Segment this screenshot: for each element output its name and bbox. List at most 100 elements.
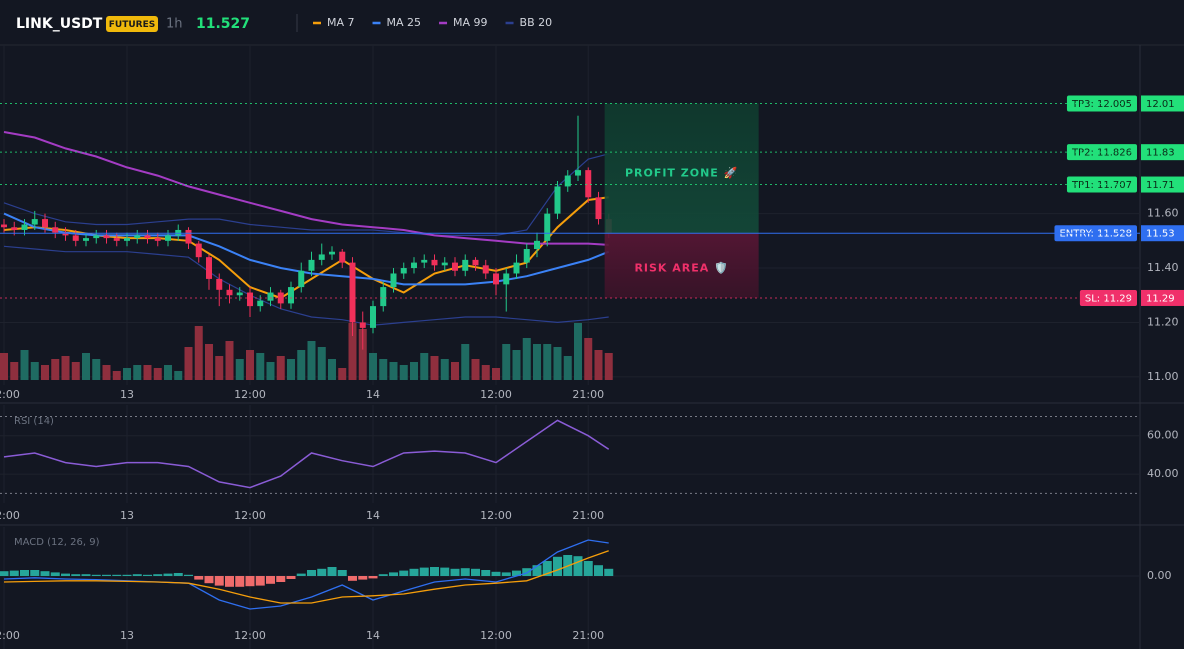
candle-body [216,278,223,290]
candle-body [257,300,264,307]
level-tag: 12.01 [1146,99,1175,110]
macd-hist-bar [30,570,40,576]
volume-bar [112,371,121,380]
x-tick-label: 12:00 [0,629,20,642]
level-tag: 11.53 [1146,229,1175,240]
candle-body [113,238,120,241]
volume-bar [348,323,357,380]
interval: 1h [166,17,183,32]
x-tick-label: 13 [120,509,134,522]
level-label: SL: 11.29 [1085,293,1132,304]
volume-bar [153,368,162,380]
macd-hist-bar [378,574,388,576]
y-tick-label: 60.00 [1147,429,1179,442]
risk-zone [604,233,759,298]
macd-hist-bar [552,556,562,576]
volume-bar [133,365,142,380]
level-tag-bg [1141,225,1184,242]
price-pane [0,45,1140,385]
y-tick-label: 11.20 [1147,315,1179,328]
x-tick-label: 12:00 [234,509,266,522]
volume-bar [102,365,111,380]
volume-bar [604,353,613,380]
macd-hist-bar [235,576,245,587]
badge-bg [106,16,158,32]
candle-body [523,249,530,263]
volume-bar [276,356,285,380]
candle-body [431,259,438,266]
macd-hist-bar [604,568,614,576]
volume-bar [317,347,326,380]
candle-body [226,289,233,296]
volume-bar [471,359,480,380]
volume-bar [532,344,541,380]
x-tick-label: 21:00 [572,509,604,522]
x-tick-label: 12:00 [0,509,20,522]
profit-zone-label: PROFIT ZONE 🚀 [625,166,738,179]
candle-body [195,243,202,258]
volume-bar [512,350,521,380]
macd-hist-bar [470,568,480,576]
x-tick-label: 14 [366,388,380,401]
volume-bar [215,356,224,380]
volume-bar [225,341,234,380]
rsi-pane [0,405,1140,503]
candle-body [164,235,171,241]
macd-hist-bar [532,565,542,576]
volume-bar [204,344,213,380]
level-tag: 11.83 [1146,148,1175,159]
macd-hist-bar [112,574,122,576]
volume-bar [307,341,316,380]
last-price: 11.527 [196,16,250,32]
macd-hist-bar [50,572,60,576]
badge: FUTURES [109,20,155,30]
candle-body [349,262,356,323]
macd-hist-bar [255,576,265,586]
macd-title: MACD (12, 26, 9) [14,537,100,548]
candle-body [400,268,407,274]
candle-body [359,322,366,328]
macd-hist-bar [388,572,398,576]
volume-bar [81,353,90,380]
volume-bar [0,353,8,380]
candle-body [93,235,100,239]
x-tick-label: 13 [120,388,134,401]
volume-bar [461,344,470,380]
candle-body [390,273,397,288]
volume-bar [594,350,603,380]
candle-body [144,235,151,239]
candle-body [564,175,571,187]
candle-body [513,262,520,274]
candle-body [328,251,335,255]
bb-lower [3,245,609,326]
legend-label: MA 25 [387,16,422,29]
macd-hist-bar [224,576,234,587]
volume-bar [51,359,60,380]
candle-body [11,227,18,230]
macd-hist-bar [593,565,603,576]
x-tick-label: 14 [366,509,380,522]
macd-hist-bar [317,568,327,576]
macd-hist-bar [460,568,470,576]
macd-hist-bar [542,561,552,576]
volume-bar [553,347,562,380]
candle-body [554,186,561,214]
volume-bar [522,338,531,380]
macd-hist-bar [399,570,409,576]
volume-bar [491,368,500,380]
macd-hist-bar [573,556,583,576]
volume-bar [163,365,172,380]
x-tick-label: 12:00 [480,388,512,401]
candle-body [21,224,28,230]
volume-bar [584,338,593,380]
candle-body [451,262,458,271]
volume-bar [184,347,193,380]
x-tick-label: 13 [120,629,134,642]
volume-bar [409,362,418,380]
volume-bar [286,359,295,380]
volume-bar [327,359,336,380]
candle-body [62,232,69,236]
macd-hist-bar [183,574,193,576]
candle-body [503,273,510,285]
macd-hist-bar [450,568,460,576]
